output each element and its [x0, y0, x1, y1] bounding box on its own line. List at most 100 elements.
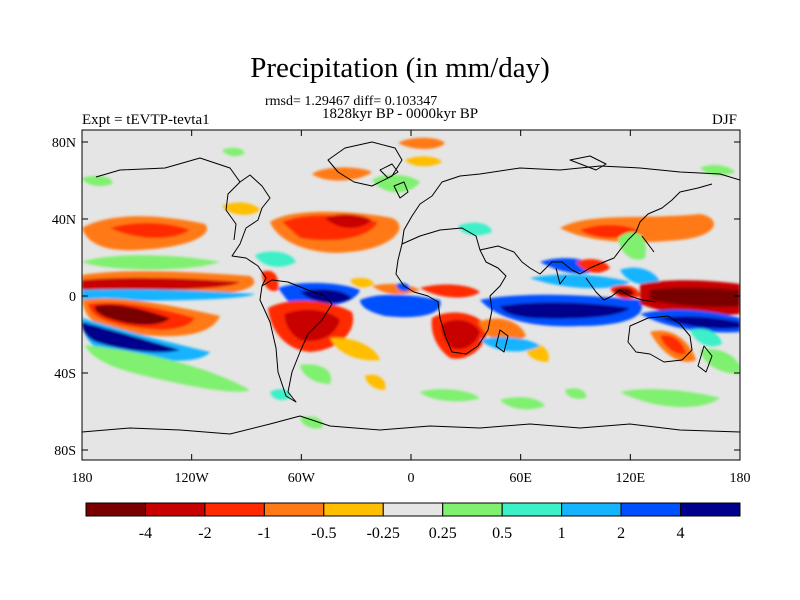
anomaly-patch — [700, 165, 735, 176]
anomaly-patch — [222, 147, 245, 157]
coastline — [95, 157, 271, 287]
colorbar-swatch — [501, 502, 563, 517]
coastline — [225, 181, 241, 241]
experiment-label: Expt = tEVTP-tevta1 — [82, 112, 210, 128]
lon-tick-label: 180 — [730, 471, 751, 486]
anomaly-patch — [480, 337, 540, 352]
anomaly-patch — [690, 328, 722, 347]
colorbar-swatch — [620, 502, 682, 517]
colorbar-label: 4 — [677, 525, 685, 542]
anomaly-patch — [365, 374, 386, 390]
lat-tick-label: 80S — [54, 444, 76, 459]
season-label: DJF — [712, 112, 738, 128]
anomaly-patch — [255, 251, 296, 267]
anomaly-patch — [441, 319, 480, 350]
coastline — [82, 415, 740, 435]
coastline — [495, 329, 509, 353]
coastline — [393, 181, 409, 199]
lon-tick-label: 180 — [72, 471, 93, 486]
coastline — [569, 155, 607, 171]
colorbar-label: -0.5 — [311, 525, 336, 542]
colorbar-swatch — [382, 502, 444, 517]
anomaly-patch — [300, 289, 352, 304]
map-panel — [81, 129, 741, 461]
lat-tick-label: 80N — [52, 136, 76, 151]
coastline — [379, 163, 399, 179]
anomaly-patch — [618, 232, 646, 260]
coastline — [259, 279, 333, 403]
chart-title: Precipitation (in mm/day) — [250, 52, 550, 84]
anomaly-patch — [300, 364, 331, 384]
latitude-axis: 80N 40N 0 40S 80S — [52, 136, 740, 459]
colorbar-label: 2 — [617, 525, 625, 542]
coastline — [627, 315, 693, 363]
anomaly-patch — [300, 416, 323, 429]
lon-tick-label: 120E — [616, 471, 646, 486]
anomaly-patch — [660, 316, 740, 329]
anomaly-patch — [650, 287, 740, 307]
anomaly-patch — [350, 277, 374, 288]
coastline — [585, 277, 657, 303]
anomaly-patch — [82, 176, 113, 186]
anomaly-patch — [458, 222, 492, 236]
anomaly-patch — [94, 304, 170, 325]
anomaly-patch — [222, 202, 260, 215]
anomaly-patch — [500, 397, 545, 410]
colorbar-label: -4 — [139, 525, 152, 542]
anomaly-patch — [284, 309, 340, 342]
lat-tick-label: 40S — [54, 367, 76, 382]
longitude-axis: 180 120W 60W 0 60E 120E 180 — [72, 130, 751, 486]
colorbar-label: -2 — [198, 525, 211, 542]
anomaly-patch — [565, 388, 587, 399]
coastline — [401, 165, 740, 245]
coastline — [641, 235, 655, 253]
anomaly-patch — [82, 255, 220, 270]
colorbar-swatch — [204, 502, 265, 517]
precip-anomaly-field — [82, 137, 740, 429]
coastline — [697, 345, 713, 373]
anomaly-patch — [325, 214, 372, 228]
anomaly-patch — [405, 156, 442, 167]
anomaly-patch — [420, 389, 480, 402]
anomaly-patch — [372, 174, 420, 193]
coastline — [555, 267, 567, 285]
lon-tick-label: 0 — [408, 471, 415, 486]
anomaly-patch — [398, 137, 445, 150]
lon-tick-label: 120W — [175, 471, 210, 486]
anomaly-patch — [700, 348, 740, 374]
colorbar-swatch — [680, 502, 741, 517]
anomaly-patch — [270, 389, 291, 400]
anomaly-patch — [82, 322, 180, 353]
anomaly-patch — [478, 318, 526, 343]
anomaly-patch — [82, 289, 255, 301]
anomaly-patch — [620, 389, 720, 408]
colorbar-label: -0.25 — [367, 525, 400, 542]
colorbar-swatch — [263, 502, 325, 517]
colorbar-swatch — [323, 502, 384, 517]
anomaly-patch — [530, 274, 630, 289]
anomaly-patch — [82, 277, 240, 291]
anomaly-patch — [500, 302, 630, 319]
stats-subtitle: rmsd= 1.29467 diff= 0.103347 — [265, 94, 438, 109]
anomaly-patch — [420, 284, 480, 298]
colorbar-label: 1 — [558, 525, 566, 542]
period-subtitle: 1828kyr BP - 0000kyr BP — [322, 106, 479, 122]
anomaly-patch — [330, 337, 380, 361]
lat-tick-label: 40N — [52, 213, 76, 228]
colorbar: -4 -2 -1 -0.5 -0.25 0.25 0.5 1 2 4 — [85, 502, 741, 542]
lat-tick-label: 0 — [69, 290, 76, 305]
colorbar-label: 0.25 — [429, 525, 457, 542]
colorbar-swatch — [561, 502, 622, 517]
colorbar-swatch — [144, 502, 206, 517]
anomaly-patch — [620, 267, 660, 285]
anomaly-patch — [85, 345, 250, 392]
coastline — [395, 227, 507, 355]
anomaly-patch — [110, 222, 190, 238]
anomaly-patch — [396, 282, 410, 292]
lon-tick-label: 60W — [288, 471, 316, 486]
colorbar-swatch — [442, 502, 503, 517]
coastlines — [82, 141, 740, 435]
anomaly-patch — [360, 294, 441, 318]
colorbar-swatch — [85, 502, 146, 517]
